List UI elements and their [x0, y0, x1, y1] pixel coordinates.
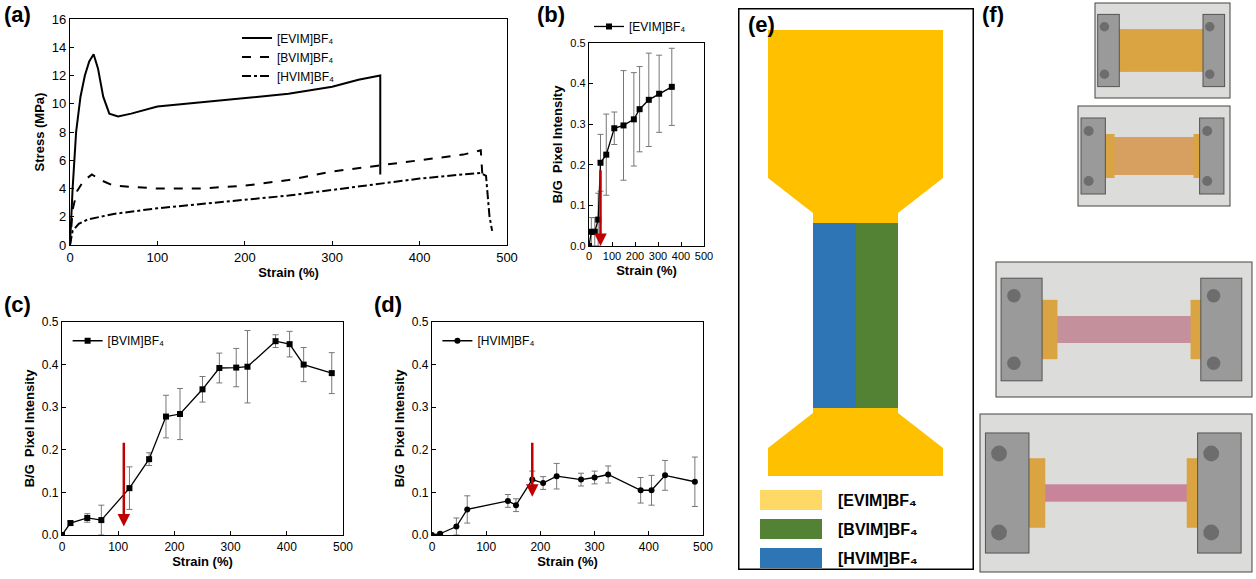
svg-text:300: 300: [321, 250, 343, 265]
svg-text:500: 500: [693, 540, 713, 554]
svg-text:500: 500: [695, 250, 713, 262]
svg-text:200: 200: [234, 250, 256, 265]
svg-text:400: 400: [672, 250, 690, 262]
svg-text:400: 400: [639, 540, 659, 554]
svg-text:[BVIM]BF₄: [BVIM]BF₄: [838, 521, 918, 538]
svg-text:0.4: 0.4: [42, 358, 59, 372]
svg-text:200: 200: [626, 250, 644, 262]
svg-text:Strain (%): Strain (%): [537, 554, 598, 569]
svg-text:0.5: 0.5: [412, 315, 429, 329]
svg-text:300: 300: [221, 540, 241, 554]
svg-text:400: 400: [409, 250, 431, 265]
svg-text:10: 10: [52, 96, 66, 111]
svg-text:[BVIM]BF₄: [BVIM]BF₄: [277, 51, 333, 65]
svg-text:0.2: 0.2: [570, 159, 585, 171]
svg-text:0.4: 0.4: [570, 77, 585, 89]
svg-text:200: 200: [164, 540, 184, 554]
html-text:(b): (b): [537, 2, 566, 27]
svg-text:500: 500: [496, 250, 518, 265]
svg-text:0.3: 0.3: [570, 118, 585, 130]
svg-text:0.1: 0.1: [412, 486, 429, 500]
svg-text:0.0: 0.0: [412, 528, 429, 542]
svg-text:0.5: 0.5: [42, 315, 59, 329]
svg-text:500: 500: [333, 540, 353, 554]
svg-text:100: 100: [147, 250, 169, 265]
svg-text:0.3: 0.3: [42, 400, 59, 414]
svg-text:B/G Pixel Intensity: B/G Pixel Intensity: [22, 369, 37, 488]
svg-text:300: 300: [585, 540, 605, 554]
svg-text:400: 400: [277, 540, 297, 554]
svg-text:B/G Pixel Intensity: B/G Pixel Intensity: [550, 85, 565, 204]
html-text:(d): (d): [374, 292, 403, 317]
svg-text:[HVIM]BF₄: [HVIM]BF₄: [477, 334, 534, 348]
svg-text:14: 14: [52, 40, 66, 55]
svg-text:[EVIM]BF₄: [EVIM]BF₄: [838, 492, 917, 509]
svg-text:0.1: 0.1: [42, 486, 59, 500]
svg-text:0.2: 0.2: [42, 443, 59, 457]
svg-text:0.2: 0.2: [412, 443, 429, 457]
svg-text:0: 0: [59, 540, 66, 554]
svg-text:0: 0: [66, 250, 73, 265]
svg-text:0.1: 0.1: [570, 199, 585, 211]
svg-text:Strain (%): Strain (%): [616, 263, 677, 278]
svg-text:0.0: 0.0: [42, 528, 59, 542]
svg-text:100: 100: [476, 540, 496, 554]
svg-text:100: 100: [108, 540, 128, 554]
svg-text:2: 2: [59, 209, 66, 224]
html-text:(a): (a): [4, 2, 31, 27]
svg-text:Strain (%): Strain (%): [258, 265, 319, 280]
svg-text:0.4: 0.4: [412, 358, 429, 372]
svg-text:100: 100: [603, 250, 621, 262]
svg-text:[EVIM]BF₄: [EVIM]BF₄: [629, 20, 685, 34]
svg-text:[BVIM]BF₄: [BVIM]BF₄: [108, 334, 164, 348]
svg-text:8: 8: [59, 125, 66, 140]
svg-text:[HVIM]BF₄: [HVIM]BF₄: [838, 550, 918, 567]
svg-text:4: 4: [59, 181, 66, 196]
svg-text:16: 16: [52, 12, 66, 27]
svg-text:Stress (MPa): Stress (MPa): [32, 93, 47, 172]
html-text:(f): (f): [982, 2, 1004, 27]
svg-text:0: 0: [586, 250, 592, 262]
svg-text:[EVIM]BF₄: [EVIM]BF₄: [277, 32, 333, 46]
svg-text:0.3: 0.3: [412, 400, 429, 414]
svg-text:0.0: 0.0: [570, 240, 585, 252]
svg-text:0: 0: [429, 540, 436, 554]
svg-text:6: 6: [59, 153, 66, 168]
svg-text:0.5: 0.5: [570, 37, 585, 49]
svg-text:12: 12: [52, 68, 66, 83]
svg-text:Strain (%): Strain (%): [172, 554, 233, 569]
html-text:(e): (e): [748, 12, 775, 37]
svg-text:[HVIM]BF₄: [HVIM]BF₄: [277, 70, 334, 84]
svg-text:0: 0: [59, 238, 66, 253]
svg-text:200: 200: [530, 540, 550, 554]
svg-text:300: 300: [649, 250, 667, 262]
svg-text:B/G Pixel Intensity: B/G Pixel Intensity: [392, 369, 407, 488]
html-text:(c): (c): [4, 292, 31, 317]
